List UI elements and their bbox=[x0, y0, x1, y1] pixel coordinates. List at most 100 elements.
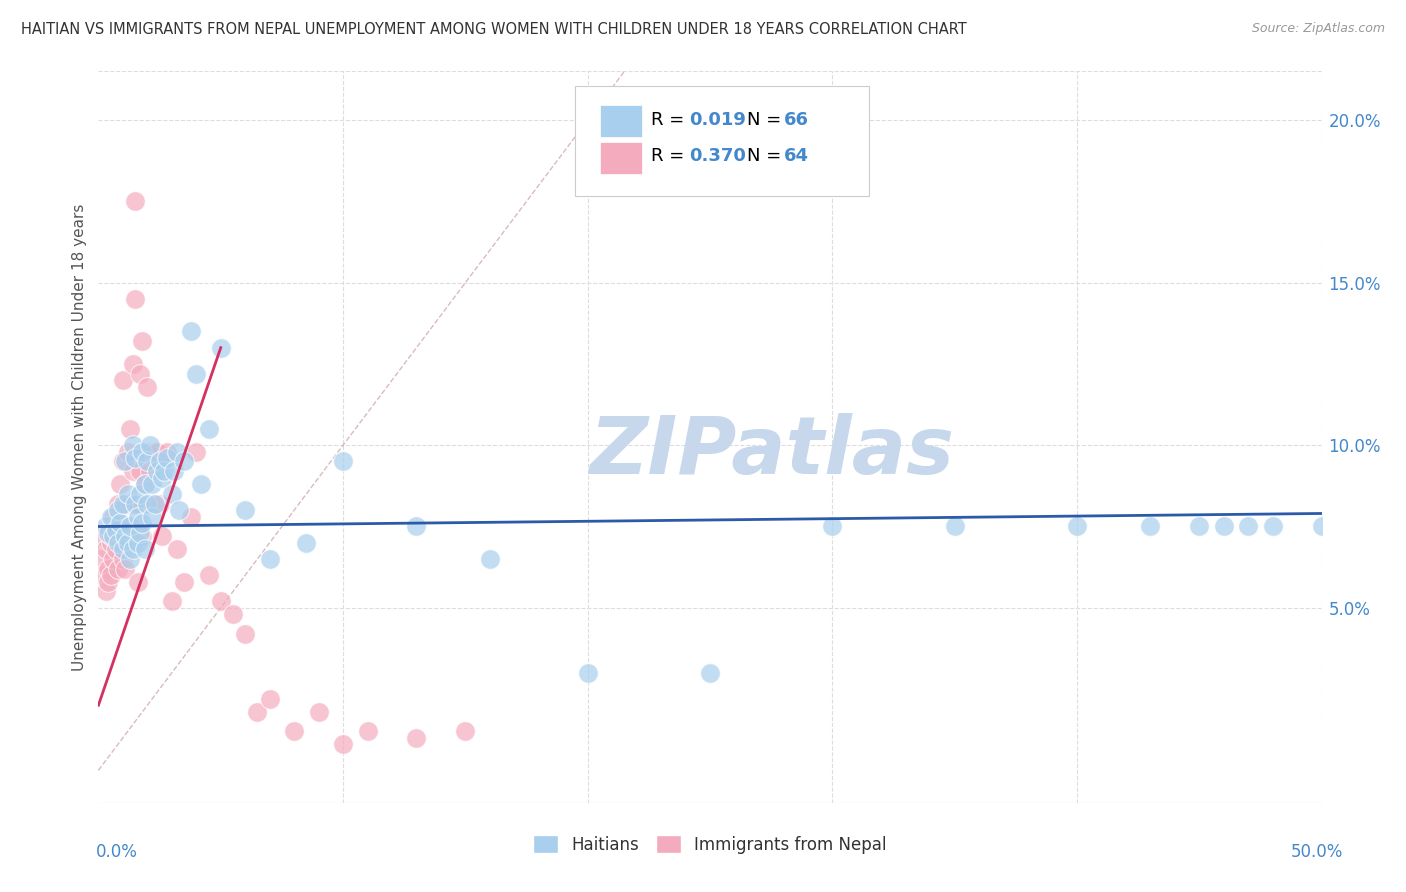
Point bbox=[356, 724, 378, 739]
Point bbox=[332, 737, 354, 751]
Point bbox=[110, 516, 132, 531]
FancyBboxPatch shape bbox=[600, 142, 641, 174]
Point bbox=[124, 292, 146, 306]
Point bbox=[1066, 519, 1088, 533]
Point bbox=[131, 529, 153, 543]
Point bbox=[111, 454, 134, 468]
Point bbox=[180, 509, 202, 524]
Point bbox=[699, 665, 721, 680]
Point bbox=[104, 523, 127, 537]
Point bbox=[576, 665, 599, 680]
Point bbox=[120, 497, 142, 511]
Text: HAITIAN VS IMMIGRANTS FROM NEPAL UNEMPLOYMENT AMONG WOMEN WITH CHILDREN UNDER 18: HAITIAN VS IMMIGRANTS FROM NEPAL UNEMPLO… bbox=[21, 22, 967, 37]
Point bbox=[91, 529, 114, 543]
Point bbox=[120, 519, 142, 533]
Point bbox=[943, 519, 966, 533]
Point bbox=[1237, 519, 1260, 533]
Point bbox=[146, 444, 169, 458]
Point bbox=[111, 497, 134, 511]
Point bbox=[134, 477, 156, 491]
Point bbox=[1188, 519, 1211, 533]
Point bbox=[129, 367, 152, 381]
Point bbox=[121, 357, 143, 371]
Point bbox=[149, 454, 172, 468]
Text: 0.370: 0.370 bbox=[689, 147, 747, 165]
Point bbox=[129, 487, 152, 501]
Point bbox=[136, 380, 159, 394]
Point bbox=[127, 509, 149, 524]
Point bbox=[180, 325, 202, 339]
Point bbox=[94, 519, 117, 533]
Point bbox=[186, 444, 208, 458]
Point bbox=[1139, 519, 1161, 533]
Point bbox=[308, 705, 330, 719]
Point bbox=[114, 497, 136, 511]
Point bbox=[127, 497, 149, 511]
Point bbox=[107, 535, 129, 549]
Text: N =: N = bbox=[747, 111, 787, 128]
Text: R =: R = bbox=[651, 147, 690, 165]
Point bbox=[233, 503, 256, 517]
Point bbox=[94, 542, 117, 557]
Point bbox=[104, 542, 127, 557]
Point bbox=[141, 497, 163, 511]
Point bbox=[156, 451, 179, 466]
Point bbox=[100, 535, 122, 549]
Point bbox=[121, 438, 143, 452]
Point bbox=[259, 691, 281, 706]
Point bbox=[150, 529, 173, 543]
Point bbox=[233, 626, 256, 640]
Point bbox=[97, 562, 120, 576]
Point bbox=[197, 422, 219, 436]
Point bbox=[141, 477, 163, 491]
Point bbox=[259, 552, 281, 566]
Text: N =: N = bbox=[747, 147, 787, 165]
Point bbox=[141, 509, 163, 524]
Point bbox=[97, 526, 120, 541]
Point bbox=[1261, 519, 1284, 533]
Point bbox=[129, 526, 152, 541]
Point bbox=[136, 444, 159, 458]
Text: 50.0%: 50.0% bbox=[1291, 843, 1343, 861]
Text: 64: 64 bbox=[783, 147, 808, 165]
Point bbox=[209, 341, 232, 355]
Point bbox=[222, 607, 245, 622]
Point bbox=[1212, 519, 1234, 533]
FancyBboxPatch shape bbox=[575, 86, 869, 195]
FancyBboxPatch shape bbox=[600, 105, 641, 137]
Point bbox=[136, 454, 159, 468]
Point bbox=[134, 477, 156, 491]
Point bbox=[111, 552, 134, 566]
Point bbox=[134, 542, 156, 557]
Point bbox=[101, 529, 124, 543]
Point bbox=[104, 519, 127, 533]
Point bbox=[143, 497, 166, 511]
Point bbox=[117, 444, 139, 458]
Point bbox=[167, 503, 190, 517]
Point bbox=[111, 542, 134, 557]
Point bbox=[190, 477, 212, 491]
Text: 0.0%: 0.0% bbox=[96, 843, 138, 861]
Point bbox=[114, 454, 136, 468]
Point bbox=[405, 519, 427, 533]
Point bbox=[332, 454, 354, 468]
Point bbox=[124, 497, 146, 511]
Point bbox=[94, 584, 117, 599]
Point bbox=[149, 497, 172, 511]
Point bbox=[139, 438, 162, 452]
Y-axis label: Unemployment Among Women with Children Under 18 years: Unemployment Among Women with Children U… bbox=[72, 203, 87, 671]
Point bbox=[131, 334, 153, 348]
Point bbox=[100, 529, 122, 543]
Point bbox=[186, 367, 208, 381]
Point bbox=[110, 535, 132, 549]
Point bbox=[146, 464, 169, 478]
Point bbox=[139, 464, 162, 478]
Point bbox=[166, 444, 188, 458]
Point bbox=[107, 497, 129, 511]
Text: Source: ZipAtlas.com: Source: ZipAtlas.com bbox=[1251, 22, 1385, 36]
Text: ZIPatlas: ZIPatlas bbox=[589, 413, 953, 491]
Point bbox=[124, 451, 146, 466]
Point bbox=[405, 731, 427, 745]
Point bbox=[100, 568, 122, 582]
Point bbox=[283, 724, 305, 739]
